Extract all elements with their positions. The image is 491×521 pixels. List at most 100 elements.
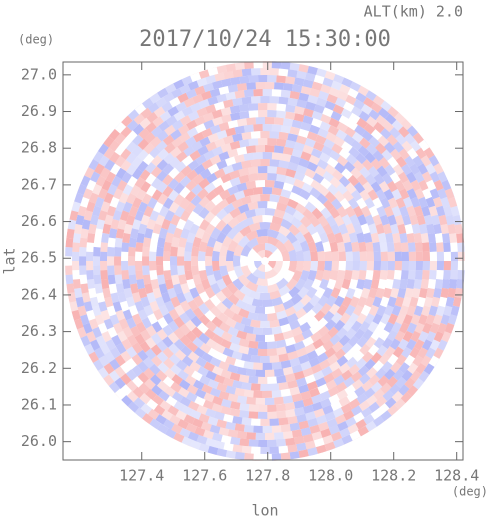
- echo-cell: [272, 248, 283, 261]
- echo-cell: [368, 344, 380, 356]
- echo-cell: [433, 331, 444, 343]
- echo-cell: [389, 127, 401, 139]
- echo-cell: [115, 342, 127, 355]
- echo-cell: [110, 163, 121, 175]
- echo-cell: [414, 242, 423, 252]
- echo-cell: [156, 181, 168, 194]
- echo-cell: [366, 251, 375, 261]
- echo-cell: [211, 250, 220, 261]
- echo-cell: [366, 143, 378, 155]
- echo-cell: [216, 278, 227, 291]
- echo-cell: [323, 199, 335, 212]
- echo-cell: [265, 145, 275, 153]
- echo-cell: [442, 233, 451, 243]
- echo-cell: [150, 374, 162, 386]
- echo-cell: [355, 152, 367, 165]
- echo-cell: [97, 143, 109, 155]
- echo-cell: [406, 188, 417, 200]
- echo-cell: [201, 383, 213, 394]
- echo-cell: [278, 225, 291, 237]
- echo-cell: [289, 422, 300, 432]
- echo-cell: [248, 166, 259, 175]
- echo-cell: [414, 171, 425, 183]
- echo-cell: [246, 432, 256, 440]
- echo-cell: [294, 435, 305, 445]
- echo-cell: [174, 349, 187, 361]
- echo-cell: [105, 171, 116, 183]
- echo-cell: [246, 272, 259, 285]
- echo-cell: [239, 438, 250, 447]
- echo-cell: [232, 231, 244, 244]
- echo-cell: [86, 331, 97, 343]
- echo-cell: [167, 287, 177, 299]
- echo-cell: [248, 404, 259, 412]
- echo-cell: [209, 424, 221, 434]
- echo-cell: [364, 296, 375, 308]
- echo-cell: [170, 364, 182, 376]
- echo-cell: [92, 183, 103, 196]
- echo-cell: [360, 104, 373, 115]
- echo-cell: [253, 425, 263, 433]
- echo-cell: [199, 291, 210, 303]
- echo-cell: [384, 141, 396, 154]
- echo-cell: [65, 247, 73, 257]
- echo-cell: [428, 205, 438, 217]
- echo-cell: [269, 131, 280, 139]
- echo-cell: [329, 176, 342, 189]
- echo-cell: [443, 251, 452, 261]
- echo-cell: [247, 261, 258, 274]
- echo-cell: [311, 431, 323, 441]
- echo-cell: [355, 419, 367, 430]
- echo-cell: [422, 242, 430, 252]
- echo-cell: [214, 138, 226, 148]
- echo-cell: [228, 457, 239, 461]
- echo-cell: [286, 231, 298, 244]
- echo-cell: [94, 283, 103, 294]
- echo-cell: [283, 239, 295, 252]
- echo-cell: [186, 169, 199, 181]
- echo-cell: [397, 338, 409, 351]
- echo-cell: [120, 148, 132, 160]
- echo-cell: [300, 151, 312, 162]
- echo-cell: [120, 126, 132, 138]
- echo-cell: [380, 261, 388, 271]
- echo-cell: [158, 205, 170, 218]
- echo-cell: [327, 386, 340, 397]
- echo-cell: [120, 362, 132, 374]
- echo-cell: [322, 339, 334, 352]
- echo-cell: [93, 274, 102, 285]
- echo-cell: [302, 397, 314, 407]
- x-tick-label: 128.4: [434, 467, 479, 485]
- echo-cell: [276, 339, 287, 349]
- echo-cell: [353, 205, 364, 218]
- echo-cell: [245, 180, 257, 190]
- echo-cell: [195, 283, 206, 295]
- echo-cell: [248, 75, 259, 83]
- echo-cell: [146, 218, 156, 230]
- echo-cell: [274, 368, 285, 377]
- echo-cell: [120, 251, 129, 261]
- echo-cell: [167, 189, 179, 202]
- echo-cell: [320, 332, 332, 345]
- echo-cell: [118, 318, 129, 330]
- echo-cell: [235, 212, 248, 223]
- echo-cell: [429, 188, 440, 200]
- echo-cell: [347, 423, 359, 434]
- echo-cell: [229, 408, 241, 417]
- echo-cell: [365, 173, 377, 186]
- echo-cell: [163, 261, 171, 271]
- echo-cell: [360, 223, 371, 235]
- echo-cell: [328, 117, 340, 128]
- echo-cell: [368, 401, 380, 413]
- echo-cell: [345, 251, 354, 261]
- echo-cell: [198, 332, 210, 345]
- echo-cell: [316, 68, 327, 78]
- echo-cell: [393, 270, 402, 280]
- echo-cell: [167, 223, 177, 235]
- echo-cell: [225, 63, 236, 72]
- echo-cell: [147, 313, 158, 325]
- echo-cell: [215, 208, 228, 221]
- echo-cell: [262, 186, 273, 195]
- echo-cell: [390, 287, 400, 299]
- echo-cell: [282, 182, 294, 192]
